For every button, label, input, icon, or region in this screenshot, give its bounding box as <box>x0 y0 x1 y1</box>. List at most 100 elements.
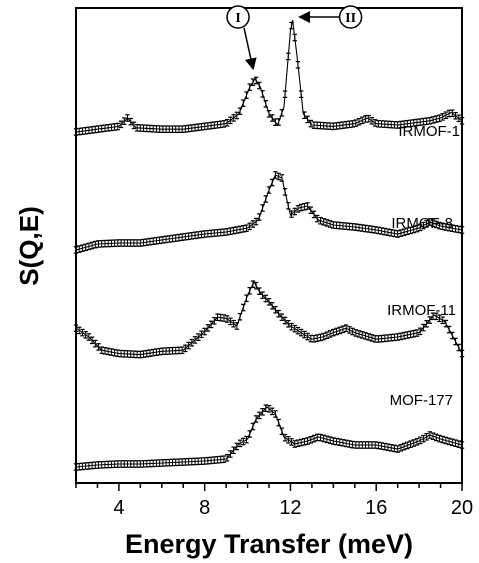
data-point <box>244 294 249 303</box>
data-point <box>241 303 246 312</box>
data-point <box>80 328 85 337</box>
data-point <box>315 214 320 223</box>
data-point <box>80 244 85 252</box>
data-point <box>450 438 455 447</box>
data-point <box>270 301 275 310</box>
data-point <box>99 346 104 354</box>
data-point <box>305 332 310 341</box>
data-point <box>253 415 259 423</box>
data-point <box>276 418 281 427</box>
data-point <box>196 333 201 341</box>
data-point <box>286 201 291 210</box>
data-point <box>324 219 330 227</box>
x-tick-label: 20 <box>451 497 473 519</box>
data-point <box>289 21 294 30</box>
data-point <box>327 330 333 338</box>
data-point <box>318 216 323 225</box>
data-point <box>241 437 246 446</box>
data-point <box>347 326 352 334</box>
data-point <box>443 111 449 120</box>
data-point <box>241 99 246 107</box>
data-point <box>257 213 262 221</box>
data-point <box>212 316 217 325</box>
data-point <box>298 328 304 337</box>
data-point <box>279 174 285 182</box>
data-point <box>427 431 433 439</box>
data-point <box>369 116 375 125</box>
series-line <box>75 406 463 468</box>
x-tick-label: 16 <box>365 497 387 519</box>
data-point <box>273 305 278 314</box>
data-point <box>224 118 230 127</box>
peak-markers: I II <box>226 5 363 71</box>
data-point <box>260 90 265 98</box>
data-point <box>459 441 465 449</box>
data-point <box>318 433 323 442</box>
data-point <box>327 220 333 228</box>
data-point <box>408 226 413 235</box>
data-point <box>77 245 82 253</box>
data-point <box>401 331 407 340</box>
data-point <box>273 410 278 418</box>
data-point <box>302 330 307 339</box>
data-point <box>295 326 301 335</box>
x-tick-label: 4 <box>113 497 124 519</box>
peak-marker-arrow <box>243 27 257 71</box>
data-point <box>302 202 307 211</box>
data-point <box>260 408 265 416</box>
data-point <box>266 109 272 118</box>
data-point <box>257 287 262 295</box>
data-point <box>179 346 185 355</box>
data-point <box>89 241 95 250</box>
data-point <box>263 100 268 108</box>
data-point <box>305 437 310 445</box>
data-point <box>86 333 92 341</box>
data-point <box>286 436 291 444</box>
data-point <box>417 436 423 445</box>
data-point <box>289 438 294 446</box>
data-point <box>350 120 355 128</box>
data-point <box>456 440 461 448</box>
data-point <box>340 325 346 334</box>
data-point <box>363 332 368 340</box>
data-point <box>279 313 285 321</box>
data-point <box>83 331 88 339</box>
data-point <box>273 171 278 179</box>
data-point <box>408 440 413 448</box>
data-point <box>295 60 301 69</box>
peak-marker-label: II <box>345 11 356 26</box>
data-point <box>414 329 420 337</box>
data-point <box>430 219 436 227</box>
data-point <box>353 119 359 127</box>
data-point <box>270 407 275 416</box>
data-point <box>205 324 211 332</box>
series-irmof-11 <box>73 280 465 359</box>
data-point <box>247 83 252 92</box>
data-point <box>353 329 359 337</box>
data-point <box>360 331 365 339</box>
data-point <box>311 334 317 343</box>
data-point <box>427 316 433 324</box>
data-point <box>186 341 191 350</box>
data-point <box>260 291 265 299</box>
data-point <box>247 222 252 231</box>
data-point <box>440 435 445 444</box>
data-point <box>356 330 362 338</box>
data-point <box>366 333 371 341</box>
data-point <box>459 226 465 234</box>
data-point <box>279 109 285 117</box>
data-point <box>86 242 92 251</box>
data-point <box>344 324 349 332</box>
data-point <box>408 330 413 339</box>
data-point <box>437 314 442 323</box>
data-point <box>241 225 246 233</box>
data-point <box>250 280 256 288</box>
data-point <box>331 328 336 337</box>
data-point <box>199 330 204 339</box>
data-point <box>266 186 272 194</box>
data-point <box>298 438 304 447</box>
data-point <box>292 207 297 216</box>
x-tick-label: 12 <box>279 497 301 519</box>
data-point <box>434 220 439 229</box>
data-point <box>282 316 288 325</box>
